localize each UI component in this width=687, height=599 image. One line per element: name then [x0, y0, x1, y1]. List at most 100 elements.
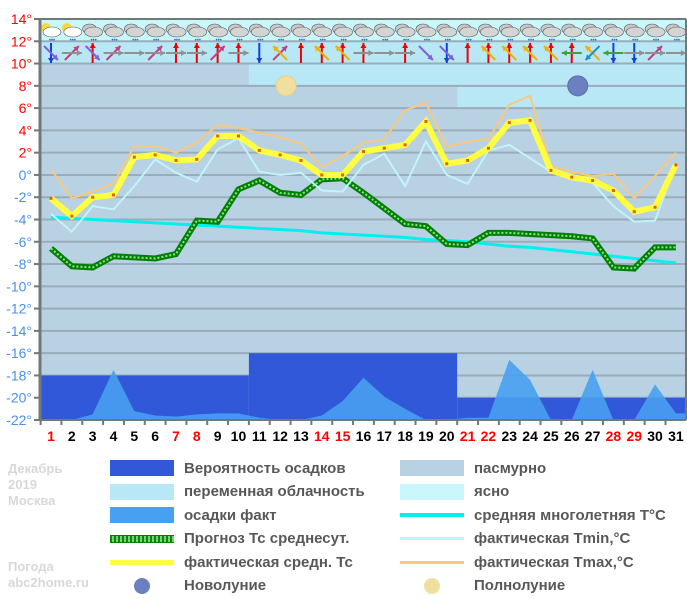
legend-item-climate-mean: средняя многолетняя T°C [400, 504, 666, 526]
cloud-snow-icon: ••• [436, 23, 458, 44]
arrow-head [335, 46, 342, 52]
legend-label: ясно [474, 483, 510, 500]
x-tick-label: 4 [110, 428, 118, 444]
x-tick-label: 24 [522, 428, 538, 444]
snow-dots: ••• [674, 38, 680, 44]
legend-label: Новолуние [184, 577, 267, 594]
legend-label: фактическая Tmax,°C [474, 553, 634, 571]
actual-mean-marker [611, 189, 615, 193]
arrow-head [603, 50, 609, 56]
x-tick-label: 20 [439, 428, 455, 444]
snow-dots: ••• [465, 38, 471, 44]
cloud-snow-icon: ••• [186, 23, 208, 44]
actual-mean-marker [174, 158, 178, 162]
arrow-head [219, 46, 225, 52]
cloud-shape [625, 26, 645, 38]
partly-cloudy-snow-icon: ••• [41, 23, 62, 44]
snow-dots: ••• [507, 38, 513, 44]
site-credit-title: Погода [8, 559, 54, 574]
cloud-shape [292, 26, 312, 38]
site-credit: Погода abc2home.ru [8, 559, 89, 591]
cloud-shape [646, 26, 666, 38]
cloud-shape [667, 26, 687, 38]
actual-mean-marker [382, 146, 386, 150]
actual-mean-marker [653, 205, 657, 209]
actual-mean-marker [632, 210, 636, 214]
arrow-head [561, 50, 567, 56]
cloud-snow-icon: ••• [228, 23, 249, 44]
x-tick-label: 19 [418, 428, 434, 444]
cloud-shape [230, 26, 249, 38]
cloud-snow-icon: ••• [623, 23, 645, 44]
legend-label: средняя многолетняя T°C [474, 506, 666, 524]
arrow-head [94, 54, 100, 60]
arrow-head [547, 43, 554, 48]
x-tick-label: 16 [356, 428, 372, 444]
arrow-head [214, 43, 221, 48]
arrow-head [631, 58, 638, 63]
snow-dots: ••• [91, 38, 97, 44]
legend-swatch [110, 483, 174, 500]
arrow-head [389, 50, 395, 56]
y-tick-label: -14° [6, 323, 32, 339]
x-tick-label: 3 [89, 428, 97, 444]
x-tick-label: 12 [272, 428, 288, 444]
arrow-head [660, 50, 666, 56]
cloud-snow-icon: ••• [582, 23, 603, 44]
actual-mean-marker [236, 134, 240, 138]
arrow-head [639, 50, 645, 56]
forecast-mean-line-dots [50, 177, 676, 270]
cloud-shape [42, 26, 62, 38]
x-tick-label: 5 [130, 428, 138, 444]
cloud-shape [438, 26, 458, 38]
actual-mean-marker [591, 179, 595, 183]
snow-dots: ••• [611, 38, 617, 44]
arrow-head [523, 46, 529, 52]
arrow-head [180, 50, 186, 56]
y-tick-label: -8° [14, 256, 32, 272]
cloud-snow-icon: ••• [478, 23, 499, 44]
cloud-snow-icon: ••• [457, 23, 478, 44]
y-tick-label: 0° [19, 167, 32, 183]
snow-dots: ••• [340, 38, 346, 44]
legend-item-precip-fact: осадки факт [110, 504, 277, 526]
actual-mean-marker [320, 173, 324, 177]
actual-mean-marker [49, 196, 53, 200]
legend-swatch [110, 559, 174, 565]
cloud-snow-icon: ••• [165, 23, 187, 44]
y-tick-label: -2° [14, 189, 32, 205]
arrow-head [481, 46, 488, 52]
actual-mean-marker [278, 153, 282, 157]
cloud-snow-icon: ••• [644, 23, 666, 44]
x-tick-label: 13 [293, 428, 309, 444]
cloud-snow-icon: ••• [290, 23, 312, 44]
arrow-head [114, 46, 121, 52]
legend-swatch [400, 560, 464, 564]
snow-dots: ••• [486, 38, 492, 44]
arrow-head [273, 46, 279, 52]
cloud-snow-icon: ••• [603, 23, 624, 44]
climate-mean-line [50, 215, 677, 265]
arrow-head [52, 54, 58, 60]
y-tick-label: 14° [11, 11, 32, 27]
cloud-snow-icon: ••• [665, 23, 687, 44]
cloud-snow-icon: ••• [103, 23, 124, 44]
snow-dots: ••• [215, 38, 221, 44]
legend-label: Вероятность осадков [184, 459, 346, 477]
y-tick-label: -18° [6, 367, 32, 383]
actual-mean-marker [507, 121, 511, 125]
cloud-snow-icon: ••• [248, 23, 270, 44]
x-tick-label: 18 [397, 428, 413, 444]
arrow-head [427, 54, 433, 60]
cloud-shape [271, 26, 291, 38]
cloud-snow-icon: ••• [540, 23, 562, 44]
actual-mean-marker [70, 214, 74, 218]
x-tick-label: 23 [501, 428, 517, 444]
legend-item-full-moon: Полнолуние [400, 575, 565, 597]
x-tick-label: 7 [172, 428, 180, 444]
actual-mean-marker [153, 153, 157, 157]
cloud-shape [375, 26, 395, 38]
precipitation-area [40, 353, 686, 420]
arrow-head [235, 43, 242, 48]
actual-mean-marker [132, 155, 136, 159]
